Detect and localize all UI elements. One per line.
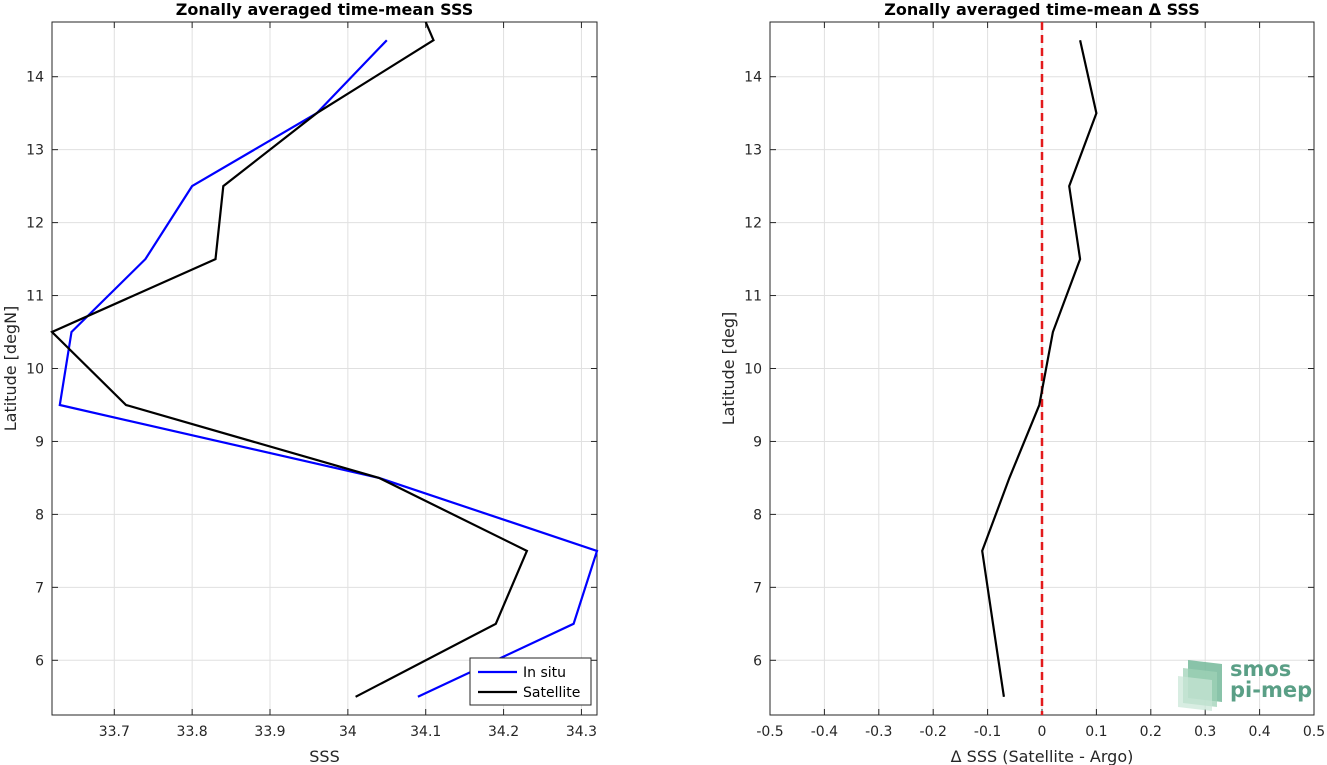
right-delta-sss-panel: -0.5 -0.4 -0.3 -0.2 -0.1 0 0.1 0.2 0.3 0.4 0.5 6 7 8 9… (719, 0, 1325, 765)
x-tick-label: 0.5 (1303, 724, 1325, 740)
y-tick-label: 14 (26, 70, 44, 86)
legend-label: In situ (523, 665, 566, 681)
y-tick-label: 7 (753, 580, 762, 596)
y-axis-label: Latitude [degN] (1, 306, 20, 432)
series-line-satellite (50, 21, 529, 698)
y-tick-label: 7 (35, 580, 44, 596)
left-sss-panel: 33.7 33.8 33.9 34 34.1 34.2 34.3 6 7 8 9 10 11 12 13 14… (1, 0, 599, 765)
x-tick-label: -0.1 (974, 724, 1001, 740)
x-tick-label: 34.3 (566, 724, 597, 740)
y-tick-label: 10 (26, 362, 44, 378)
y-tick-label: 9 (753, 434, 762, 450)
x-tick-label: -0.5 (756, 724, 783, 740)
y-tick-label: 14 (744, 70, 762, 86)
smos-pi-mep-logo: smos pi-mep (1178, 657, 1312, 711)
x-tick-label: -0.2 (920, 724, 947, 740)
x-tick-label: 34 (339, 724, 357, 740)
x-axis-label: SSS (309, 747, 339, 765)
x-tick-label: 0.1 (1085, 724, 1107, 740)
series-line-delta (981, 39, 1098, 697)
legend: In situ Satellite (469, 657, 592, 706)
chart-title: Zonally averaged time-mean Δ SSS (884, 0, 1200, 19)
y-tick-label: 12 (26, 216, 44, 232)
x-tick-label: 33.7 (99, 724, 130, 740)
x-tick-label: 33.9 (254, 724, 285, 740)
y-tick-label: 11 (26, 289, 44, 305)
series-line-in-situ (58, 39, 599, 698)
logo-text-line1: smos (1230, 657, 1291, 681)
y-tick-label: 13 (26, 143, 44, 159)
x-axis-label: Δ SSS (Satellite - Argo) (951, 747, 1134, 765)
x-tick-label: 0 (1038, 724, 1047, 740)
y-tick-label: 12 (744, 216, 762, 232)
x-tick-label: 0.4 (1248, 724, 1270, 740)
x-tick-label: -0.3 (865, 724, 892, 740)
y-tick-label: 9 (35, 434, 44, 450)
y-tick-label: 8 (753, 507, 762, 523)
y-tick-label: 13 (744, 143, 762, 159)
y-tick-label: 6 (753, 653, 762, 669)
logo-text-line2: pi-mep (1230, 678, 1312, 702)
x-tick-label: 34.2 (488, 724, 519, 740)
x-tick-label: -0.4 (811, 724, 838, 740)
y-tick-label: 10 (744, 362, 762, 378)
x-tick-label: 0.3 (1194, 724, 1216, 740)
y-tick-label: 8 (35, 507, 44, 523)
x-tick-label: 0.2 (1140, 724, 1162, 740)
chart-title: Zonally averaged time-mean SSS (176, 0, 474, 19)
x-tick-label: 34.1 (410, 724, 441, 740)
legend-box (469, 657, 592, 706)
legend-label: Satellite (523, 685, 580, 701)
y-axis-label: Latitude [deg] (719, 312, 738, 426)
y-tick-label: 11 (744, 289, 762, 305)
y-tick-label: 6 (35, 653, 44, 669)
x-tick-label: 33.8 (177, 724, 208, 740)
